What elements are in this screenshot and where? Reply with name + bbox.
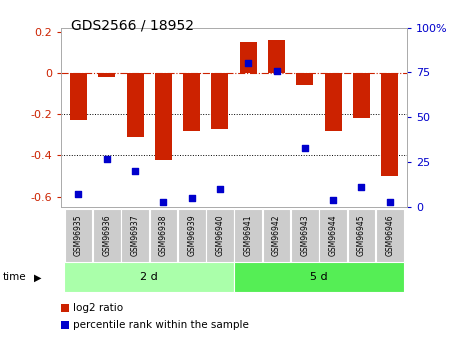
FancyBboxPatch shape xyxy=(93,209,121,262)
Bar xyxy=(353,73,370,118)
FancyBboxPatch shape xyxy=(64,262,234,292)
Text: GSM96945: GSM96945 xyxy=(357,215,366,256)
Bar xyxy=(155,73,172,160)
Text: percentile rank within the sample: percentile rank within the sample xyxy=(73,320,249,330)
Bar xyxy=(211,73,228,129)
Point xyxy=(358,185,365,190)
Text: 2 d: 2 d xyxy=(140,272,158,282)
FancyBboxPatch shape xyxy=(149,209,177,262)
FancyBboxPatch shape xyxy=(121,209,149,262)
Point xyxy=(273,68,280,73)
Bar xyxy=(98,73,115,77)
FancyBboxPatch shape xyxy=(234,262,404,292)
Text: 5 d: 5 d xyxy=(310,272,328,282)
FancyBboxPatch shape xyxy=(348,209,376,262)
Text: GSM96941: GSM96941 xyxy=(244,215,253,256)
Text: GSM96943: GSM96943 xyxy=(300,215,309,256)
Bar xyxy=(183,73,200,131)
Bar xyxy=(127,73,144,137)
Point xyxy=(386,199,394,204)
Text: GSM96938: GSM96938 xyxy=(159,215,168,256)
Text: ▶: ▶ xyxy=(34,273,42,283)
Text: time: time xyxy=(2,272,26,282)
Point xyxy=(131,168,139,174)
FancyBboxPatch shape xyxy=(206,209,234,262)
Text: GSM96937: GSM96937 xyxy=(131,215,140,256)
Text: GDS2566 / 18952: GDS2566 / 18952 xyxy=(71,19,194,33)
Bar xyxy=(297,73,314,85)
FancyBboxPatch shape xyxy=(319,209,347,262)
Point xyxy=(301,145,309,150)
Point xyxy=(329,197,337,203)
Point xyxy=(216,186,224,192)
Text: GSM96939: GSM96939 xyxy=(187,215,196,256)
Text: GSM96936: GSM96936 xyxy=(102,215,111,256)
FancyBboxPatch shape xyxy=(65,209,92,262)
FancyBboxPatch shape xyxy=(235,209,262,262)
Text: GSM96944: GSM96944 xyxy=(329,215,338,256)
Text: GSM96942: GSM96942 xyxy=(272,215,281,256)
Bar xyxy=(268,40,285,73)
Bar xyxy=(240,42,257,73)
Point xyxy=(75,192,82,197)
Point xyxy=(188,195,195,201)
FancyBboxPatch shape xyxy=(263,209,290,262)
FancyBboxPatch shape xyxy=(376,209,403,262)
Text: log2 ratio: log2 ratio xyxy=(73,303,123,313)
Point xyxy=(159,199,167,204)
Point xyxy=(245,61,252,66)
FancyBboxPatch shape xyxy=(291,209,319,262)
Point xyxy=(103,156,111,161)
FancyBboxPatch shape xyxy=(178,209,206,262)
Text: GSM96935: GSM96935 xyxy=(74,215,83,256)
Bar xyxy=(70,73,87,120)
Bar xyxy=(381,73,398,176)
Text: GSM96940: GSM96940 xyxy=(216,215,225,256)
Bar xyxy=(324,73,342,131)
Text: GSM96946: GSM96946 xyxy=(385,215,394,256)
